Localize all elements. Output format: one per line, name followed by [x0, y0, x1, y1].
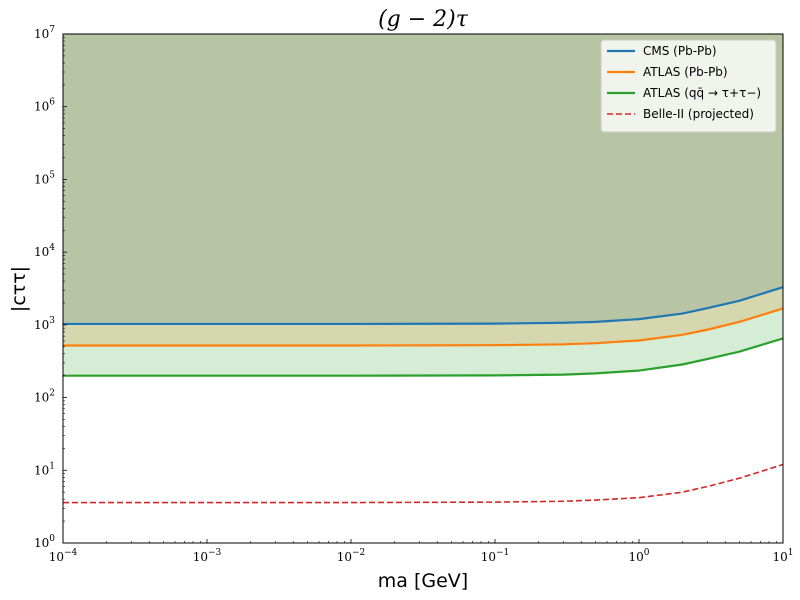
- x-tick-label: 10−4: [49, 548, 78, 564]
- x-tick-label: 10−3: [193, 548, 222, 564]
- y-tick-label: 105: [34, 170, 55, 186]
- series-line-atlas-qq: [63, 337, 784, 377]
- y-axis-label: |cττ|: [8, 266, 30, 312]
- x-axis-ticks: 10−4 10−3 10−2 10−1 100 101: [49, 539, 794, 564]
- y-tick-label: 107: [34, 25, 55, 41]
- legend: CMS (Pb-Pb) ATLAS (Pb-Pb) ATLAS (qq̄ → τ+τ…: [600, 39, 777, 133]
- x-tick-label: 101: [772, 548, 793, 564]
- plot-frame: [62, 33, 784, 544]
- y-tick-label: 106: [34, 98, 55, 114]
- legend-label-belle-ii-projected: Belle-II (projected): [643, 107, 754, 121]
- y-tick-label: 100: [34, 534, 55, 550]
- legend-label-atlas-pb-pb: ATLAS (Pb-Pb): [643, 65, 728, 79]
- legend-box: [600, 39, 777, 133]
- y-tick-label: 103: [34, 316, 55, 332]
- series-line-belle-ii-projected: [63, 463, 784, 504]
- y-tick-label: 101: [34, 461, 55, 477]
- x-tick-label: 10−1: [481, 548, 510, 564]
- y-tick-label: 102: [34, 389, 55, 405]
- x-tick-label: 100: [628, 548, 649, 564]
- series-line-atlas-pb-pb: [63, 307, 784, 347]
- x-axis-label: ma [GeV]: [378, 570, 468, 592]
- chart-title: (g − 2)τ: [378, 7, 469, 32]
- x-tick-label: 10−2: [337, 548, 366, 564]
- y-axis-ticks: 100 101 102 103 104 105 106 107: [34, 25, 67, 550]
- legend-label-cms-pb-pb: CMS (Pb-Pb): [643, 44, 717, 58]
- legend-label-atlas-qq: ATLAS (qq̄ → τ+τ−): [643, 86, 761, 100]
- y-tick-label: 104: [34, 243, 55, 259]
- series-lines: [63, 286, 784, 504]
- series-line-cms-pb-pb: [63, 286, 784, 326]
